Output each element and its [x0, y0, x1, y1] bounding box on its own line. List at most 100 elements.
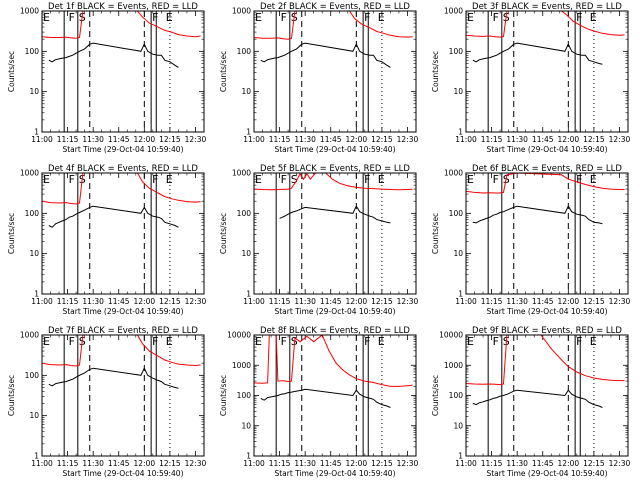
- y-tick-label: 100: [449, 391, 464, 400]
- x-tick-label: 12:00: [134, 459, 156, 468]
- y-axis-label: Counts/sec: [431, 375, 440, 416]
- x-tick-label: 11:00: [455, 135, 477, 144]
- x-tick-label: 12:30: [397, 135, 419, 144]
- y-tick-label: 100: [25, 47, 40, 56]
- x-tick-label: 11:45: [108, 459, 130, 468]
- x-tick-label: 12:00: [558, 297, 580, 306]
- y-tick-label: 100: [237, 47, 252, 56]
- y-tick-label: 1000: [20, 7, 39, 16]
- segment-label: F: [576, 11, 582, 24]
- y-axis-label: Counts/sec: [7, 213, 16, 254]
- plot-frame: [253, 334, 417, 457]
- panel-title: Det 8f BLACK = Events, RED = LLD: [260, 326, 410, 336]
- events-series-line: [260, 42, 391, 68]
- x-tick-label: 11:45: [108, 135, 130, 144]
- y-tick-label: 10: [241, 87, 251, 96]
- x-axis-label: Start Time (29-Oct-04 10:59:40): [274, 469, 395, 478]
- segment-label: F: [69, 335, 75, 348]
- segment-label: E: [166, 335, 173, 348]
- panel-title: Det 4f BLACK = Events, RED = LLD: [48, 164, 198, 174]
- chart-panel: Det 1f BLACK = Events, RED = LLD Counts/s…: [7, 2, 207, 154]
- x-tick-label: 11:15: [57, 459, 79, 468]
- x-tick-label: 11:45: [320, 459, 342, 468]
- x-axis-label: Start Time (29-Oct-04 10:59:40): [62, 469, 183, 478]
- y-axis-label: Counts/sec: [219, 375, 228, 416]
- panel-title: Det 1f BLACK = Events, RED = LLD: [48, 2, 198, 12]
- x-tick-label: 12:30: [185, 135, 207, 144]
- panel-title: Det 9f BLACK = Events, RED = LLD: [472, 326, 622, 336]
- chart-panel: Det 8f BLACK = Events, RED = LLD Counts/s…: [219, 326, 419, 478]
- x-tick-label: 11:00: [31, 297, 53, 306]
- x-axis-label: Start Time (29-Oct-04 10:59:40): [62, 145, 183, 154]
- segment-label: F: [281, 335, 287, 348]
- x-tick-label: 12:30: [609, 135, 631, 144]
- segment-label: F: [152, 11, 158, 24]
- events-series-line: [260, 388, 391, 408]
- x-tick-label: 12:15: [159, 135, 181, 144]
- segment-label: E: [467, 11, 474, 24]
- y-tick-label: 1000: [232, 361, 251, 370]
- segment-label: F: [493, 173, 499, 186]
- chart-panel: Det 9f BLACK = Events, RED = LLD Counts/s…: [431, 326, 631, 478]
- segment-label: E: [378, 173, 385, 186]
- x-tick-label: 11:30: [82, 135, 104, 144]
- y-axis-label: Counts/sec: [219, 51, 228, 92]
- y-tick-label: 10: [29, 87, 39, 96]
- y-axis-label: Counts/sec: [431, 213, 440, 254]
- y-tick-label: 100: [237, 209, 252, 218]
- segment-label: E: [255, 11, 262, 24]
- segment-label: E: [43, 335, 50, 348]
- panel-title: Det 2f BLACK = Events, RED = LLD: [260, 2, 410, 12]
- x-axis-label: Start Time (29-Oct-04 10:59:40): [486, 307, 607, 316]
- lld-series-line: [466, 173, 625, 194]
- y-tick-label: 1: [34, 452, 39, 461]
- x-tick-label: 12:30: [609, 459, 631, 468]
- x-tick-label: 11:30: [82, 297, 104, 306]
- events-series-line: [279, 205, 391, 224]
- y-tick-label: 1: [34, 128, 39, 137]
- segment-label: F: [69, 173, 75, 186]
- segment-label: F: [493, 11, 499, 24]
- x-tick-label: 12:15: [371, 297, 393, 306]
- y-tick-label: 100: [25, 371, 40, 380]
- x-axis-label: Start Time (29-Oct-04 10:59:40): [274, 145, 395, 154]
- x-tick-label: 12:15: [583, 135, 605, 144]
- segment-label: F: [152, 173, 158, 186]
- segment-label: S: [291, 173, 298, 186]
- lld-series-line: [466, 335, 625, 386]
- y-tick-label: 10000: [439, 331, 463, 340]
- y-tick-label: 1: [246, 452, 251, 461]
- x-tick-label: 11:15: [269, 297, 291, 306]
- y-tick-label: 10: [241, 421, 251, 430]
- plot-frame: [41, 172, 205, 295]
- y-axis-label: Counts/sec: [7, 51, 16, 92]
- segment-label: F: [493, 335, 499, 348]
- x-tick-label: 11:00: [243, 297, 265, 306]
- x-tick-label: 11:15: [269, 459, 291, 468]
- y-tick-label: 1: [458, 128, 463, 137]
- y-tick-label: 10: [453, 87, 463, 96]
- y-axis-label: Counts/sec: [7, 375, 16, 416]
- lld-series-line: [254, 173, 413, 191]
- events-series-line: [472, 205, 603, 225]
- x-tick-label: 11:00: [31, 459, 53, 468]
- segment-label: E: [255, 335, 262, 348]
- x-tick-label: 11:45: [108, 297, 130, 306]
- x-tick-label: 11:15: [57, 135, 79, 144]
- y-tick-label: 1000: [444, 361, 463, 370]
- x-tick-label: 12:30: [185, 297, 207, 306]
- x-axis-label: Start Time (29-Oct-04 10:59:40): [486, 469, 607, 478]
- y-tick-label: 100: [449, 209, 464, 218]
- x-tick-label: 11:45: [320, 297, 342, 306]
- x-tick-label: 11:15: [481, 459, 503, 468]
- segment-label: E: [43, 11, 50, 24]
- y-tick-label: 1: [34, 290, 39, 299]
- x-tick-label: 12:15: [583, 297, 605, 306]
- events-series-line: [48, 42, 179, 68]
- lld-series-line: [466, 11, 625, 38]
- segment-label: E: [590, 11, 597, 24]
- x-tick-label: 12:00: [346, 297, 368, 306]
- segment-label: E: [590, 335, 597, 348]
- panel-title: Det 3f BLACK = Events, RED = LLD: [472, 2, 622, 12]
- x-tick-label: 12:15: [371, 459, 393, 468]
